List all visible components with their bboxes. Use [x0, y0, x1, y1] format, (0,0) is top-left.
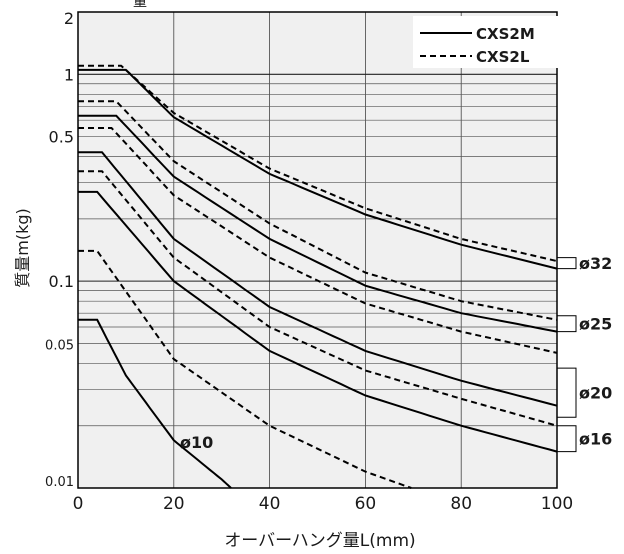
series-line	[78, 249, 412, 489]
series-line	[78, 151, 558, 407]
y-tick-label: 0.01	[45, 475, 74, 490]
bore-bracket	[557, 315, 577, 333]
x-tick-label: 40	[259, 494, 281, 514]
y-tick-label: 1	[64, 65, 74, 84]
bore-label: ø20	[579, 384, 612, 403]
bore-bracket	[557, 425, 577, 453]
x-tick-label: 100	[541, 494, 573, 514]
y-axis-label: 質量m(kg)	[13, 208, 32, 288]
series-line	[78, 114, 558, 333]
series-line	[78, 318, 232, 489]
legend-label-cxs2m: CXS2M	[476, 25, 535, 43]
x-tick-label: 60	[355, 494, 377, 514]
series-line	[78, 64, 558, 263]
x-tick-label: 0	[73, 494, 84, 514]
bore-label: ø32	[579, 254, 612, 273]
y-tick-label: 0.5	[49, 128, 74, 147]
bore-label: ø16	[579, 430, 612, 449]
y-tick-label: 0.05	[45, 338, 74, 353]
bore-bracket	[557, 257, 577, 270]
bore-bracket	[557, 367, 577, 418]
legend: CXS2M CXS2L	[413, 16, 559, 68]
series-line	[78, 100, 558, 321]
chart-title-fragment: 量	[133, 0, 147, 10]
series-line	[78, 190, 558, 453]
series-line	[78, 127, 558, 354]
x-tick-label: 80	[450, 494, 472, 514]
plot-background	[78, 12, 557, 488]
plot-frame	[77, 11, 558, 489]
x-tick-label: 20	[163, 494, 185, 514]
y-tick-label: 0.1	[49, 272, 74, 291]
series-line	[78, 68, 558, 270]
bore-label: ø25	[579, 315, 612, 334]
annotation-bore-10: ø10	[180, 433, 213, 452]
legend-label-cxs2l: CXS2L	[476, 48, 530, 66]
y-tick-label: 2	[64, 9, 74, 28]
series-line	[78, 170, 558, 427]
x-axis-label: オーバーハング量L(mm)	[224, 531, 415, 551]
legend-box	[413, 16, 559, 68]
